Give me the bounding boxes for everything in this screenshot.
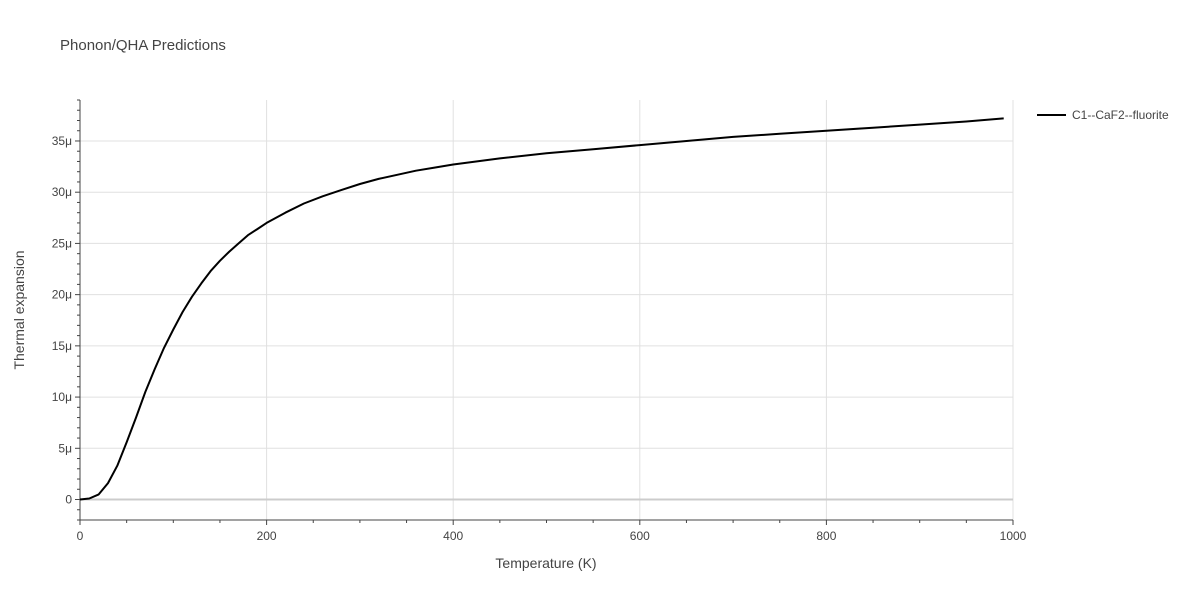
- x-tick-label: 0: [77, 529, 84, 543]
- axes: 0 200 400 600 800 1000 0 5μ 10μ 15μ 20μ 25μ 30μ 35μ: [52, 99, 1027, 543]
- x-axis-title: Temperature (K): [495, 555, 596, 571]
- x-tick-label: 200: [257, 529, 277, 543]
- y-axis-title: Thermal expansion: [11, 250, 27, 369]
- y-tick-label: 30μ: [52, 185, 72, 199]
- grid: [80, 100, 1014, 520]
- legend[interactable]: C1--CaF2--fluorite: [1037, 108, 1169, 122]
- y-tick-label: 25μ: [52, 236, 72, 250]
- legend-label: C1--CaF2--fluorite: [1072, 108, 1169, 122]
- series-line: [79, 117, 1004, 501]
- y-tick-label: 10μ: [52, 390, 72, 404]
- y-tick-label: 35μ: [52, 134, 72, 148]
- y-tick-label: 15μ: [52, 339, 72, 353]
- y-tick-label: 5μ: [58, 441, 72, 455]
- y-tick-label: 0: [65, 493, 72, 507]
- x-tick-label: 800: [816, 529, 836, 543]
- x-tick-label: 400: [443, 529, 463, 543]
- series-layer: [79, 117, 1004, 501]
- chart-title: Phonon/QHA Predictions: [60, 37, 226, 54]
- x-tick-label: 1000: [1000, 529, 1027, 543]
- x-tick-label: 600: [630, 529, 650, 543]
- y-tick-label: 20μ: [52, 288, 72, 302]
